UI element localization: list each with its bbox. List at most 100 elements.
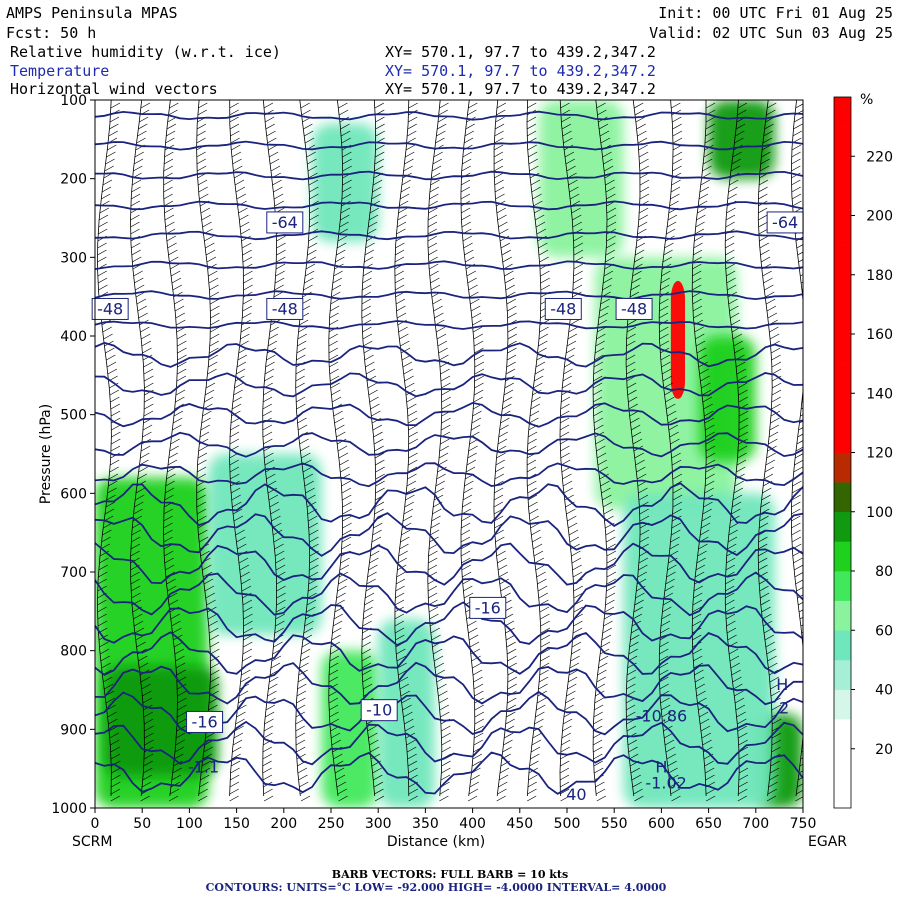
barb-flag — [106, 354, 116, 361]
contour-label-box — [469, 596, 507, 619]
barb-flag — [759, 585, 769, 592]
barb-flag — [503, 739, 513, 746]
barb-flag — [538, 683, 548, 690]
colorbar-swatch — [834, 363, 851, 394]
barb-flag — [668, 557, 678, 564]
barb-flag — [201, 214, 211, 221]
barb-flag — [130, 571, 140, 578]
barb-flag — [229, 109, 239, 116]
barb-flag — [265, 123, 275, 130]
x-tick-label: 200 — [270, 816, 297, 832]
barb-flag — [758, 228, 769, 235]
barb-flag — [639, 508, 649, 515]
barb-flag — [505, 284, 515, 291]
barb-flag — [497, 788, 507, 795]
barb-flag — [671, 795, 681, 802]
barb-flag — [736, 711, 746, 718]
barb-flag — [341, 137, 351, 144]
barb-flag — [606, 550, 617, 557]
barb-flag — [737, 445, 748, 452]
barb-flag — [332, 627, 342, 634]
barb-flag — [769, 676, 780, 683]
barb-flag — [666, 403, 676, 410]
barb-flag — [235, 529, 245, 536]
barb-flag — [692, 270, 702, 277]
barb-flag — [538, 340, 548, 347]
barb-flag — [633, 788, 643, 795]
barb-flag — [593, 410, 603, 417]
barb-flag — [692, 284, 702, 291]
barb-flag — [133, 158, 144, 165]
barb-flag — [762, 613, 772, 620]
barb-flag — [232, 396, 242, 403]
barb-flag — [441, 417, 451, 424]
barb-flag — [300, 102, 310, 109]
barb-flag — [137, 473, 147, 480]
field-temperature-xy: XY= 570.1, 97.7 to 439.2,347.2 — [385, 62, 656, 80]
barb-flag — [572, 571, 583, 578]
barb-flag — [760, 599, 770, 606]
barb-flag — [530, 746, 541, 753]
barb-flag — [375, 480, 385, 487]
barb-flag — [196, 501, 206, 508]
barb-flag — [172, 767, 182, 774]
barb-flag — [698, 193, 709, 200]
colorbar-swatch — [834, 482, 851, 513]
barb-flag — [736, 368, 747, 375]
barb-flag — [202, 410, 212, 417]
barb-staff — [361, 100, 377, 797]
barb-flag — [462, 151, 472, 158]
barb-flag — [274, 200, 284, 207]
barb-flag — [204, 585, 215, 592]
barb-flag — [371, 536, 382, 543]
barb-flag — [805, 362, 814, 367]
barb-flag — [208, 270, 218, 277]
barb-flag — [299, 319, 309, 326]
y-tick-label: 300 — [60, 250, 87, 266]
barb-flag — [805, 670, 814, 675]
colorbar-tick-label: 200 — [866, 209, 893, 225]
barb-flag — [540, 627, 551, 634]
barb-flag — [705, 438, 716, 445]
barb-flag — [209, 347, 219, 354]
barb-flag — [329, 375, 340, 382]
barb-flag — [702, 165, 712, 172]
barb-flag — [463, 487, 473, 494]
barb-flag — [396, 305, 406, 312]
barb-flag — [372, 529, 382, 536]
barb-flag — [106, 151, 116, 158]
barb-flag — [141, 683, 151, 690]
barb-flag — [308, 235, 318, 242]
barb-flag — [562, 382, 572, 389]
barb-flag — [329, 312, 339, 319]
barb-flag — [474, 382, 484, 389]
barb-flag — [600, 480, 610, 487]
barb-flag — [408, 767, 418, 774]
barb-flag — [766, 795, 777, 802]
barb-flag — [295, 739, 306, 746]
barb-flag — [507, 676, 518, 683]
colorbar-swatch — [834, 126, 851, 157]
barb-flag — [300, 795, 311, 802]
barb-flag — [201, 417, 211, 424]
barb-flag — [174, 648, 185, 655]
barb-flag — [540, 613, 550, 620]
barb-flag — [98, 214, 109, 221]
isotherm-766 — [95, 601, 803, 647]
barb-flag — [131, 242, 141, 249]
barb-flag — [804, 726, 813, 731]
barb-flag — [231, 151, 242, 158]
barb-flag — [606, 543, 616, 550]
barb-flag — [100, 655, 110, 662]
colorbar-tick-label: 220 — [866, 149, 893, 165]
barb-flag — [791, 515, 801, 522]
barb-flag — [597, 459, 608, 466]
barb-flag — [408, 795, 418, 802]
barb-flag — [197, 515, 207, 522]
barb-flag — [537, 585, 548, 592]
barb-flag — [758, 214, 768, 221]
barb-flag — [794, 572, 803, 578]
barb-flag — [131, 536, 141, 543]
barb-flag — [331, 284, 342, 291]
barb-flag — [628, 648, 638, 655]
